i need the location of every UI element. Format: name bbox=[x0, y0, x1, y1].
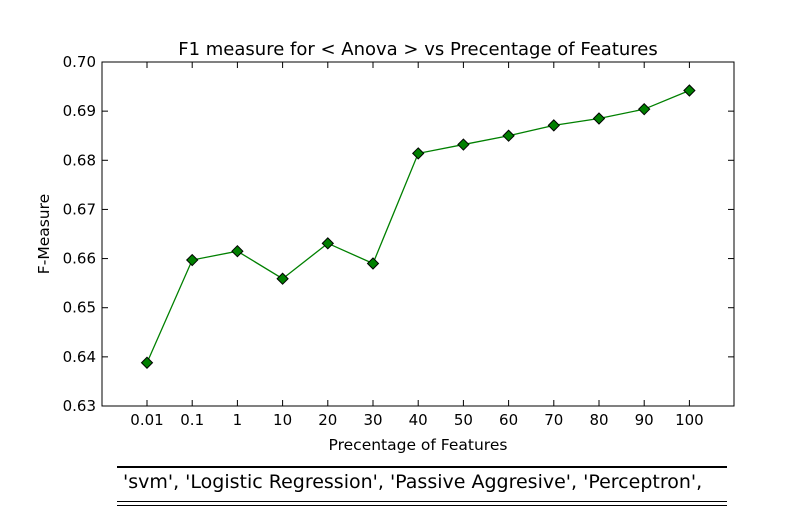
series-line bbox=[146, 89, 690, 364]
data-point-marker bbox=[140, 356, 154, 369]
y-tick-label: 0.67 bbox=[63, 200, 96, 218]
x-tick-label: 90 bbox=[635, 411, 654, 429]
y-tick-label: 0.70 bbox=[63, 53, 96, 71]
y-axis: 0.63 0.64 0.65 0.66 0.67 0.68 0.69 0.70 bbox=[63, 53, 734, 415]
y-tick-label: 0.69 bbox=[63, 102, 96, 120]
plot-area-frame bbox=[101, 61, 735, 407]
data-point-marker bbox=[547, 119, 561, 132]
data-point-marker bbox=[321, 237, 335, 250]
legend-caption: 'svm', 'Logistic Regression', 'Passive A… bbox=[117, 466, 727, 506]
x-tick-label: 10 bbox=[273, 411, 292, 429]
data-point-marker bbox=[637, 102, 651, 116]
data-point-marker bbox=[592, 112, 606, 125]
y-tick-label: 0.65 bbox=[63, 299, 96, 317]
caption-bottom-rule bbox=[117, 501, 727, 506]
data-point-marker bbox=[683, 84, 696, 97]
x-tick-label: 80 bbox=[589, 411, 608, 429]
x-tick-label: 0.1 bbox=[180, 411, 204, 429]
data-point-marker bbox=[457, 138, 470, 151]
y-tick-label: 0.68 bbox=[63, 151, 96, 169]
x-axis: 0.01 0.1 1 10 20 30 40 50 60 70 80 90 100 bbox=[130, 62, 704, 429]
y-tick-label: 0.64 bbox=[63, 348, 96, 366]
data-point-marker bbox=[502, 129, 515, 142]
x-tick-label: 20 bbox=[318, 411, 337, 429]
x-tick-label: 0.01 bbox=[130, 411, 163, 429]
x-tick-label: 60 bbox=[499, 411, 518, 429]
data-point-marker bbox=[411, 147, 425, 160]
x-axis-label: Precentage of Features bbox=[329, 436, 508, 454]
chart-title: F1 measure for < Anova > vs Precentage o… bbox=[178, 39, 658, 60]
data-point-marker bbox=[231, 244, 244, 258]
x-tick-label: 1 bbox=[233, 411, 243, 429]
caption-top-rule bbox=[117, 466, 727, 468]
y-tick-label: 0.66 bbox=[63, 250, 96, 268]
series-layer bbox=[140, 84, 696, 369]
data-point-marker bbox=[366, 257, 380, 270]
data-point-marker bbox=[276, 272, 289, 285]
y-tick-label: 0.63 bbox=[63, 397, 96, 415]
x-tick-label: 40 bbox=[409, 411, 428, 429]
data-point-marker bbox=[185, 253, 199, 267]
y-axis-label: F-Measure bbox=[35, 194, 53, 274]
x-tick-label: 50 bbox=[454, 411, 473, 429]
caption-text: 'svm', 'Logistic Regression', 'Passive A… bbox=[123, 471, 703, 493]
x-tick-label: 70 bbox=[544, 411, 563, 429]
x-tick-label: 100 bbox=[675, 411, 704, 429]
x-tick-label: 30 bbox=[363, 411, 382, 429]
